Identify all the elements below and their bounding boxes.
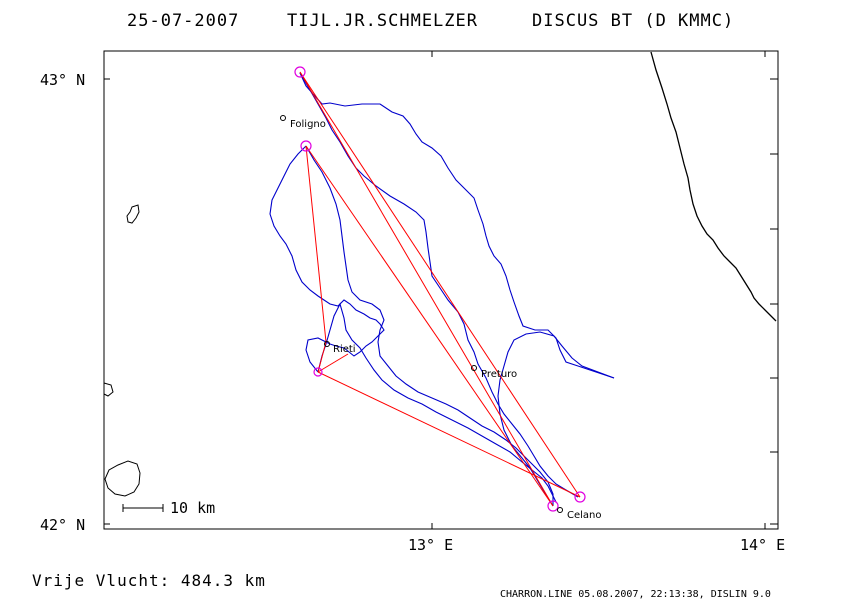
- task-legs: [299, 71, 581, 507]
- lat-label-bottom: 42° N: [40, 516, 85, 534]
- header-date: 25-07-2007: [127, 11, 239, 31]
- header-glider: DISCUS BT (D KMMC): [532, 11, 734, 31]
- flight-track-3: [299, 72, 579, 498]
- plot-frame: [103, 50, 779, 530]
- credits: CHARRON.LINE 05.08.2007, 22:13:38, DISLI…: [500, 589, 771, 600]
- rieti-marker: [324, 341, 330, 347]
- free-flight-distance: Vrije Vlucht: 484.3 km: [32, 571, 266, 590]
- axis-ticks: [104, 51, 778, 529]
- lon-label-right: 14° E: [740, 536, 785, 554]
- label-foligno: Foligno: [290, 119, 326, 130]
- turnpoints: [294, 66, 586, 512]
- scale-bar-label: 10 km: [170, 499, 215, 517]
- town-markers: [280, 115, 563, 513]
- lon-label-left: 13° E: [408, 536, 453, 554]
- label-rieti: Rieti: [333, 344, 356, 355]
- turnpoint-4: [547, 500, 559, 512]
- lake-small: [103, 382, 114, 397]
- flight-track-5: [305, 145, 554, 506]
- flight-track-7: [305, 337, 327, 373]
- lat-label-top: 43° N: [40, 71, 85, 89]
- turnpoint-2: [300, 140, 312, 152]
- scale-bar: [122, 504, 164, 512]
- celano-marker: [557, 507, 563, 513]
- turnpoint-start: [294, 66, 306, 78]
- flight-track-2: [497, 331, 615, 507]
- turnpoint-5: [313, 367, 323, 377]
- turnpoint-3: [574, 491, 586, 503]
- flight-track-4: [269, 145, 385, 357]
- flight-track-6: [317, 302, 557, 503]
- lake-trasimeno: [126, 204, 140, 224]
- label-preturo: Preturo: [481, 369, 517, 380]
- label-celano: Celano: [567, 510, 602, 521]
- preturo-marker: [471, 365, 477, 371]
- foligno-marker: [280, 115, 286, 121]
- lake-fucino: [104, 460, 141, 497]
- header-pilot: TIJL.JR.SCHMELZER: [287, 11, 478, 31]
- coastline: [650, 51, 777, 322]
